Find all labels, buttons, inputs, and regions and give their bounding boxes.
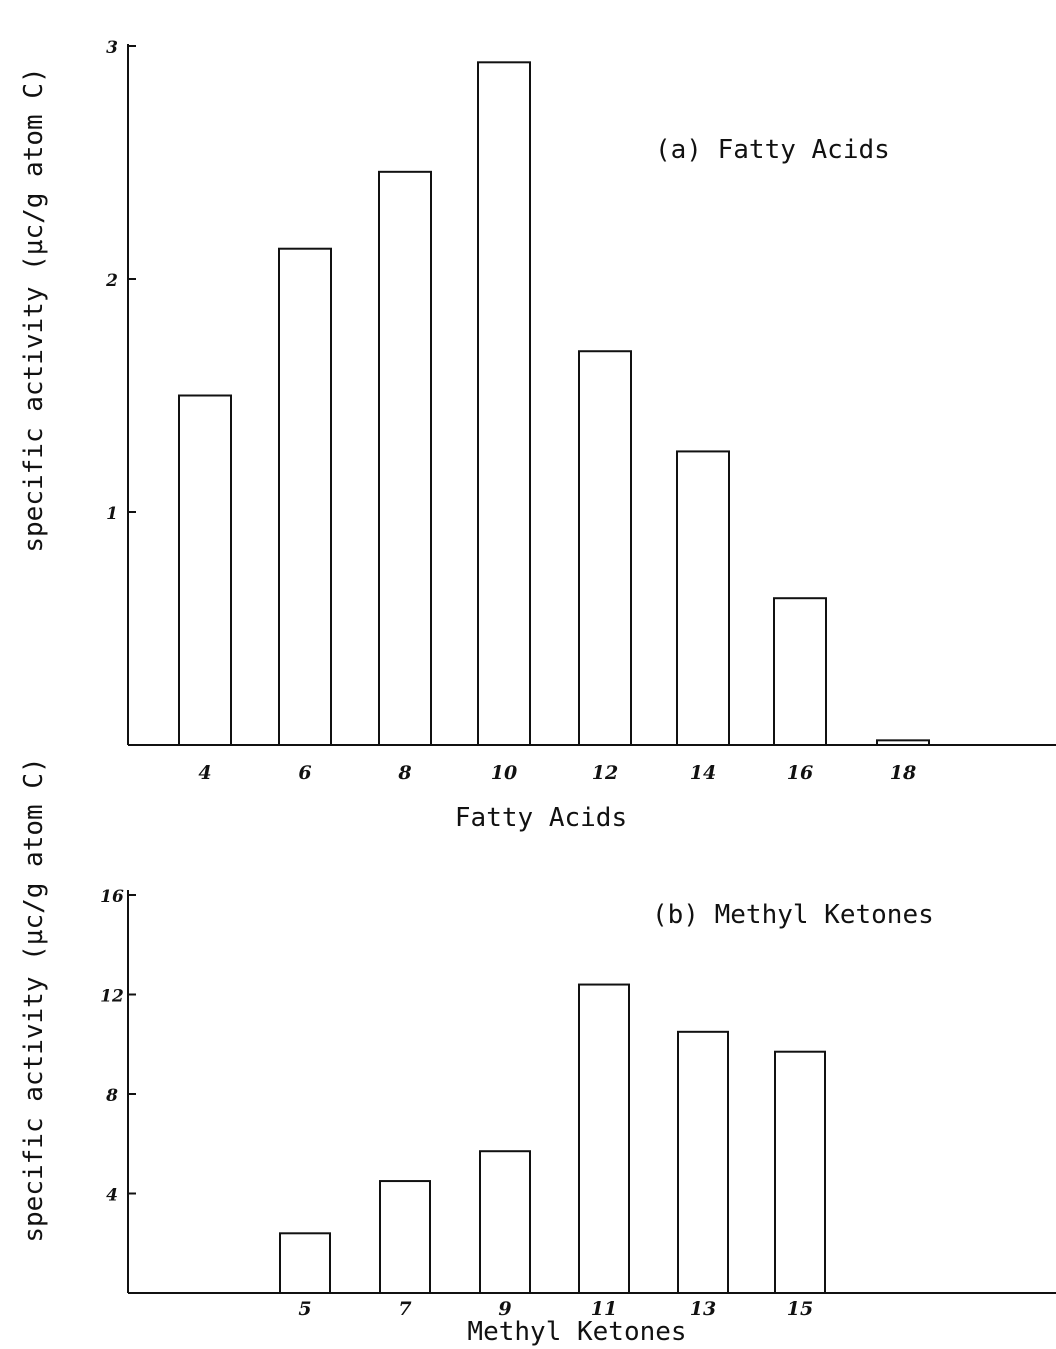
b-x-tick-label-7: 7: [398, 1298, 411, 1320]
a-x-tick-label-8: 8: [397, 762, 411, 784]
b-x-tick-label-15: 15: [787, 1298, 813, 1320]
panel-a-y-ticks: 1 2 3: [105, 38, 136, 524]
b-bar-5: [279, 1232, 331, 1295]
b-bar-15: [774, 1050, 826, 1295]
a-bar-8: [378, 170, 432, 746]
a-x-tick-label-16: 16: [787, 762, 813, 784]
b-x-tick-label-9: 9: [498, 1298, 511, 1320]
a-x-tick-label-4: 4: [198, 762, 211, 784]
a-y-tick-label: 1: [106, 504, 118, 524]
panel-a-x-ticks: 4 6 8 10 12 14 16 18: [198, 762, 916, 784]
b-bar-13: [677, 1030, 729, 1294]
a-x-tick-label-12: 12: [592, 762, 618, 784]
b-bar-11: [578, 983, 630, 1294]
panel-b-title: (b) Methyl Ketones: [652, 900, 934, 930]
b-y-tick-label: 4: [106, 1186, 118, 1206]
panel-a-bars: [178, 61, 930, 747]
a-bar-12: [578, 350, 632, 746]
b-y-tick-label: 16: [100, 887, 124, 907]
b-bar-7: [379, 1180, 431, 1294]
panel-b-y-ticks: 4 8 12 16: [100, 887, 136, 1206]
a-bar-6: [278, 247, 332, 747]
panel-a-title: (a) Fatty Acids: [655, 135, 890, 165]
a-bar-14: [676, 450, 730, 746]
a-bar-10: [477, 61, 531, 747]
panel-a-y-axis-label: specific activity (µc/g atom C): [19, 67, 49, 552]
panel-a-x-axis-label: Fatty Acids: [455, 803, 627, 833]
panel-b-x-ticks: 5 7 9 11 13 15: [298, 1298, 813, 1320]
a-bar-16: [773, 597, 827, 747]
panel-b-y-axis-label: specific activity (µc/g atom C): [19, 757, 49, 1242]
a-y-tick-label: 2: [105, 271, 118, 291]
a-x-tick-label-14: 14: [690, 762, 716, 784]
a-y-tick-label: 3: [106, 38, 118, 58]
panel-b-methyl-ketones: specific activity (µc/g atom C) 4 8 12 16 5…: [19, 757, 1056, 1347]
b-x-tick-label-5: 5: [298, 1298, 311, 1320]
panel-b-x-axis-label: Methyl Ketones: [467, 1317, 686, 1347]
a-x-tick-label-6: 6: [298, 762, 311, 784]
b-bar-9: [479, 1150, 531, 1295]
a-x-tick-label-18: 18: [890, 762, 916, 784]
a-x-tick-label-10: 10: [491, 762, 517, 784]
panel-b-bars: [279, 983, 826, 1295]
b-x-tick-label-11: 11: [591, 1298, 617, 1320]
b-y-tick-label: 12: [100, 987, 124, 1007]
b-x-tick-label-13: 13: [690, 1298, 716, 1320]
b-y-tick-label: 8: [105, 1086, 118, 1106]
a-bar-18: [876, 739, 930, 747]
a-bar-4: [178, 394, 232, 746]
